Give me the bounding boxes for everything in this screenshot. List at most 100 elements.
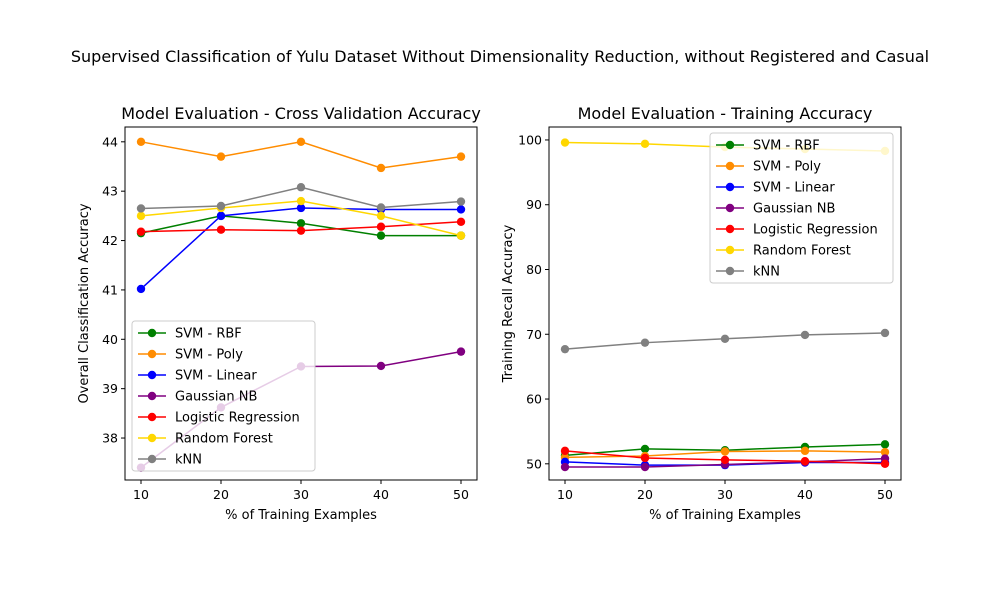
y-tick-label: 50 (526, 456, 542, 471)
legend-swatch-marker (725, 161, 735, 171)
y-axis-label: Training Recall Accuracy (501, 224, 516, 383)
data-point (376, 231, 386, 240)
legend-label: SVM - Linear (175, 369, 257, 384)
x-tick-label: 20 (637, 487, 653, 502)
legend-label: SVM - Linear (753, 181, 835, 196)
x-tick-label: 50 (453, 487, 469, 502)
legend-swatch-marker (147, 349, 157, 359)
data-point (800, 446, 810, 456)
x-tick-label: 50 (877, 487, 893, 502)
cross-validation-chart: Model Evaluation - Cross Validation Accu… (77, 104, 481, 523)
data-point (640, 444, 650, 454)
data-point (216, 201, 226, 211)
legend-label: SVM - RBF (175, 327, 242, 342)
data-point (136, 204, 146, 213)
data-point (560, 344, 570, 354)
legend-box (131, 320, 316, 472)
legend-label: SVM - Poly (753, 160, 821, 175)
x-tick-label: 40 (373, 487, 389, 502)
chart-title: Model Evaluation - Cross Validation Accu… (121, 104, 481, 123)
figure-title: Supervised Classification of Yulu Datase… (71, 47, 929, 66)
data-point (560, 446, 570, 456)
x-axis-label: % of Training Examples (225, 508, 377, 523)
legend-swatch-marker (725, 266, 735, 276)
x-tick-label: 10 (557, 487, 573, 502)
data-point (640, 453, 650, 463)
x-tick-label: 40 (797, 487, 813, 502)
data-point (640, 139, 650, 149)
data-point (560, 138, 570, 147)
data-point (720, 447, 730, 456)
y-axis-label: Overall Classification Accuracy (77, 203, 92, 403)
y-tick-label: 44 (102, 134, 118, 149)
data-point (296, 183, 306, 192)
data-point (880, 328, 890, 338)
data-point (216, 211, 226, 221)
data-point (136, 284, 146, 294)
data-point (456, 197, 466, 206)
training-accuracy-chart: Model Evaluation - Training Accuracy 10 20… (501, 104, 902, 523)
data-point (376, 222, 386, 231)
data-point (720, 334, 730, 343)
data-point (376, 203, 386, 212)
data-point (376, 211, 386, 221)
data-point (456, 217, 466, 226)
legend-box (709, 132, 894, 284)
data-point (296, 196, 306, 206)
y-tick-label: 70 (526, 327, 542, 342)
data-point (456, 231, 466, 240)
legend-label: Logistic Regression (753, 223, 878, 238)
legend-swatch-marker (725, 245, 735, 255)
legend-label: kNN (175, 453, 202, 468)
data-point (720, 455, 730, 465)
data-point (136, 137, 146, 147)
data-point (216, 152, 226, 161)
x-axis-label: % of Training Examples (649, 508, 801, 523)
data-point (880, 459, 890, 469)
x-tick-label: 30 (717, 487, 733, 502)
legend-label: SVM - Poly (175, 348, 243, 363)
data-point (296, 137, 306, 147)
legend-label: Gaussian NB (175, 390, 257, 405)
legend-swatch-marker (147, 412, 157, 422)
legend-swatch-marker (725, 224, 735, 234)
legend-swatch-marker (725, 203, 735, 213)
data-point (296, 219, 306, 228)
y-tick-label: 60 (526, 392, 542, 407)
legend-swatch-marker (147, 370, 157, 380)
data-point (376, 163, 386, 173)
x-tick-label: 20 (213, 487, 229, 502)
y-tick-label: 40 (102, 332, 118, 347)
y-tick-label: 38 (102, 431, 118, 446)
y-tick-label: 41 (102, 282, 118, 297)
chart-title: Model Evaluation - Training Accuracy (578, 104, 873, 123)
data-point (640, 462, 650, 472)
legend-swatch-marker (147, 391, 157, 401)
y-tick-label: 42 (102, 233, 118, 248)
y-tick-label: 90 (526, 197, 542, 212)
legend-swatch-marker (147, 328, 157, 338)
data-point (456, 347, 466, 356)
data-point (640, 338, 650, 347)
legend-swatch-marker (147, 433, 157, 443)
legend-label: Random Forest (175, 432, 273, 447)
data-point (136, 227, 146, 236)
y-tick-label: 100 (518, 132, 542, 147)
legend-swatch-marker (725, 182, 735, 192)
data-point (800, 457, 810, 466)
data-point (296, 226, 306, 235)
data-point (216, 225, 226, 234)
legend-label: Random Forest (753, 244, 851, 259)
data-point (880, 440, 890, 449)
data-point (880, 447, 890, 457)
legend-label: kNN (753, 265, 780, 280)
data-point (456, 152, 466, 161)
data-point (136, 211, 146, 221)
legend-label: Logistic Regression (175, 411, 300, 426)
data-point (456, 205, 466, 214)
x-tick-label: 10 (133, 487, 149, 502)
x-tick-label: 30 (293, 487, 309, 502)
legend-label: Gaussian NB (753, 202, 835, 217)
legend-swatch-marker (147, 454, 157, 464)
